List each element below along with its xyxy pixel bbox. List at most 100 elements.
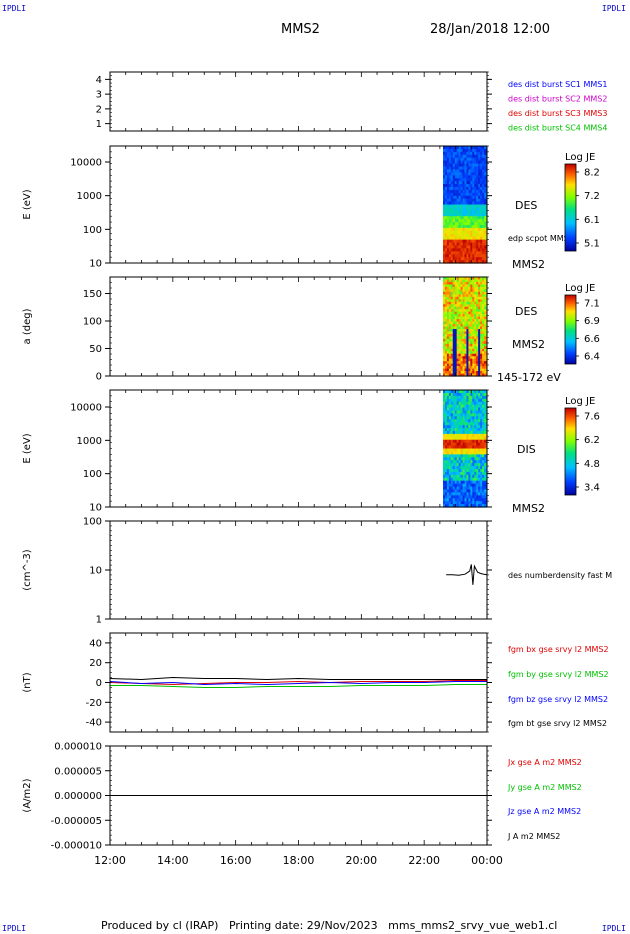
spectrogram-cell (484, 371, 487, 375)
spectrogram-cell (464, 471, 468, 476)
spectrogram-cell (478, 346, 481, 350)
spectrogram-cell (480, 175, 483, 179)
spectrogram-cell (443, 353, 446, 357)
spectrogram-cell (476, 477, 479, 482)
spectrogram-cell (456, 348, 460, 352)
spectrogram-cell (474, 230, 477, 235)
y-tick-label: 10 (89, 503, 102, 514)
spectrogram-cell (474, 277, 477, 281)
spectrogram-cell (456, 154, 460, 159)
spectrogram-cell (482, 407, 485, 412)
x-tick-label: 00:00 (471, 854, 503, 867)
spectrogram-cell (460, 284, 464, 288)
spectrogram-cell (470, 172, 473, 176)
spectrogram-cell (464, 178, 468, 182)
spectrogram-cell (476, 201, 479, 206)
spectrogram-cell (484, 198, 487, 203)
instrument-label-des-pa: DES (515, 305, 537, 318)
spectrogram-cell (464, 321, 468, 325)
colorbar-tick-label: 7.1 (584, 299, 600, 310)
spectrogram-cell (468, 281, 471, 286)
spectrogram-cell (480, 436, 483, 441)
spectrogram-cell (450, 207, 454, 211)
spectrogram-cell (452, 192, 456, 197)
spectrogram-cell (444, 239, 448, 244)
spectrogram-cell (452, 172, 456, 176)
y-tick-label: 100 (83, 517, 102, 528)
spectrogram-cell (443, 306, 446, 310)
spectrogram-cell (454, 373, 458, 377)
spectrogram-cell (466, 460, 470, 464)
spectrogram-cell (466, 501, 470, 505)
spectrogram-cell (454, 311, 458, 315)
spectrogram-cell (458, 351, 462, 355)
spectrogram-cell (456, 504, 460, 508)
spectrogram-cell (482, 439, 485, 444)
spectrogram-cell (474, 445, 477, 450)
spectrogram-cell (466, 210, 470, 214)
spectrogram-cell (452, 286, 456, 290)
spectrogram-cell (452, 236, 456, 241)
spectrogram-cell (466, 311, 470, 315)
spectrogram-cell (454, 341, 458, 345)
spectrogram-cell (460, 172, 464, 176)
spectrogram-cell (460, 457, 464, 461)
spectrogram-cell (456, 358, 460, 362)
spectrogram-cell (450, 306, 454, 310)
spectrogram-cell (476, 425, 479, 429)
spectrogram-cell (462, 319, 466, 323)
spectrogram-cell (450, 498, 454, 502)
spectrogram-cell (460, 466, 464, 470)
spectrogram-cell (462, 483, 466, 488)
spectrogram-cell (464, 213, 468, 217)
spectrogram-cell (474, 457, 477, 461)
spectrogram-cell (470, 483, 473, 488)
spectrogram-cell (466, 224, 470, 229)
spectrogram-cell (448, 198, 452, 203)
spectrogram-cell (456, 213, 460, 217)
spectrogram-cell (450, 166, 454, 170)
spectrogram-cell (448, 486, 452, 491)
spectrogram-cell (470, 328, 473, 333)
spectrogram-cell (462, 341, 466, 345)
spectrogram-cell (468, 495, 471, 499)
spectrogram-cell (484, 442, 487, 447)
spectrogram-cell (476, 373, 479, 377)
spectrogram-cell (458, 192, 462, 197)
spectrogram-cell (476, 392, 479, 397)
spectrogram-cell (466, 169, 470, 173)
spectrogram-cell (460, 311, 464, 315)
spectrogram-cell (470, 281, 473, 286)
spectrogram-cell (480, 291, 483, 295)
spectrogram-cell (472, 236, 475, 241)
spectrogram-cell (460, 371, 464, 375)
spectrogram-cell (450, 169, 454, 173)
spectrogram-cell (462, 390, 466, 394)
spectrogram-cell (464, 451, 468, 455)
spectrogram-cell (450, 227, 454, 232)
y-tick-label: 10000 (70, 158, 102, 169)
spectrogram-cell (474, 239, 477, 244)
spectrogram-cell (446, 251, 450, 255)
spectrogram-cell (446, 219, 450, 223)
spectrogram-cell (468, 251, 471, 255)
spectrogram-cell (468, 460, 471, 464)
spectrogram-cell (476, 296, 479, 300)
spectrogram-cell (460, 436, 464, 441)
spectrogram-cell (466, 314, 470, 318)
spectrogram-cell (458, 489, 462, 493)
spectrogram-cell (482, 457, 485, 461)
spectrogram-cell (450, 163, 454, 168)
spectrogram-cell (448, 466, 452, 470)
spectrogram-cell (452, 425, 456, 429)
spectrogram-cell (466, 471, 470, 476)
spectrogram-cell (444, 279, 448, 283)
spectrogram-cell (452, 422, 456, 426)
spectrogram-cell (478, 301, 481, 305)
spectrogram-cell (446, 306, 450, 310)
spectrogram-cell (468, 257, 471, 261)
spectrogram-cell (460, 498, 464, 502)
y-axis-label: E (eV) (22, 433, 33, 463)
spectrogram-cell (443, 436, 446, 441)
spectrogram-cell (450, 154, 454, 159)
